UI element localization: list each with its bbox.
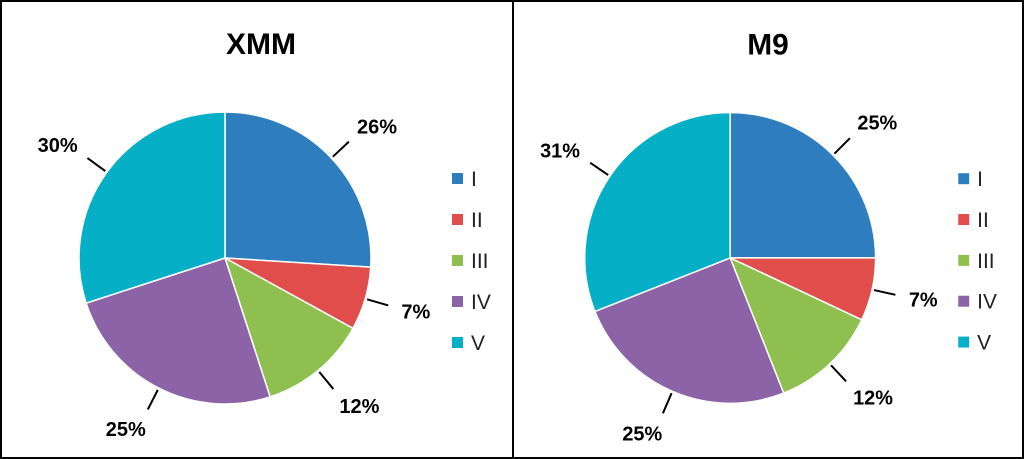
leader-line: [366, 298, 389, 307]
leader-line: [833, 137, 851, 155]
pie-slices: [78, 111, 372, 405]
legend-swatch: [452, 214, 463, 225]
leader-line: [873, 289, 896, 296]
pie-labels: 25% 7% 12% 25% 31%: [540, 113, 938, 446]
legend-label: V: [471, 332, 485, 355]
leader-line: [332, 140, 350, 158]
pie-slice-iv: [85, 257, 272, 405]
pie-labels: 26% 7% 12% 25% 30%: [38, 117, 431, 442]
slice-label: 30%: [38, 135, 78, 157]
legend-swatch: [958, 214, 970, 226]
legend-swatch: [452, 255, 463, 266]
pie-slice-iii: [223, 256, 354, 398]
slice-label: 25%: [622, 423, 662, 445]
leader-line: [146, 389, 159, 410]
slice-label: 12%: [853, 387, 893, 409]
legend-label: II: [977, 209, 989, 232]
legend-label: I: [977, 168, 983, 191]
slice-label: 26%: [357, 117, 397, 139]
legend-label: IV: [977, 291, 997, 314]
leader-line: [86, 157, 106, 172]
leader-line: [318, 371, 335, 390]
leader-line: [830, 364, 847, 383]
legend-swatch: [452, 173, 463, 184]
legend-swatch: [452, 296, 463, 307]
slice-label: 25%: [106, 419, 146, 441]
slice-label: 7%: [401, 302, 430, 324]
legend-swatch: [958, 173, 970, 185]
legend-label: III: [977, 250, 994, 273]
leader-line: [661, 392, 673, 414]
slice-label: 7%: [909, 290, 938, 312]
chart-title: M9: [747, 29, 789, 62]
chart-panel-m9: M9 25% 7% 12% 25% 31% I II III IV V: [512, 2, 1022, 457]
chart-title: XMM: [226, 28, 296, 61]
legend-label: I: [471, 168, 477, 191]
slice-label: 31%: [540, 140, 580, 162]
legend-label: V: [977, 332, 991, 355]
pie-slice-i: [224, 111, 372, 268]
legend-swatch: [452, 337, 463, 348]
legend-swatch: [958, 336, 970, 348]
pie-slice-i: [729, 111, 877, 259]
slice-label: 25%: [857, 113, 897, 135]
pie-slice-v: [78, 111, 226, 305]
legend-swatch: [958, 254, 970, 266]
legend-label: III: [471, 250, 489, 273]
legend-label: II: [471, 209, 483, 232]
pie-slice-v: [584, 111, 731, 313]
chart-panel-xmm: XMM 26% 7% 12% 25% 30% I II III IV V: [2, 2, 512, 457]
pie-slice-iv: [593, 256, 785, 404]
pie-slice-iii: [728, 256, 863, 395]
legend-swatch: [958, 295, 970, 307]
legend-label: IV: [471, 291, 491, 314]
slice-label: 12%: [339, 396, 379, 418]
leader-line: [589, 161, 609, 176]
pie-slices: [584, 111, 877, 404]
